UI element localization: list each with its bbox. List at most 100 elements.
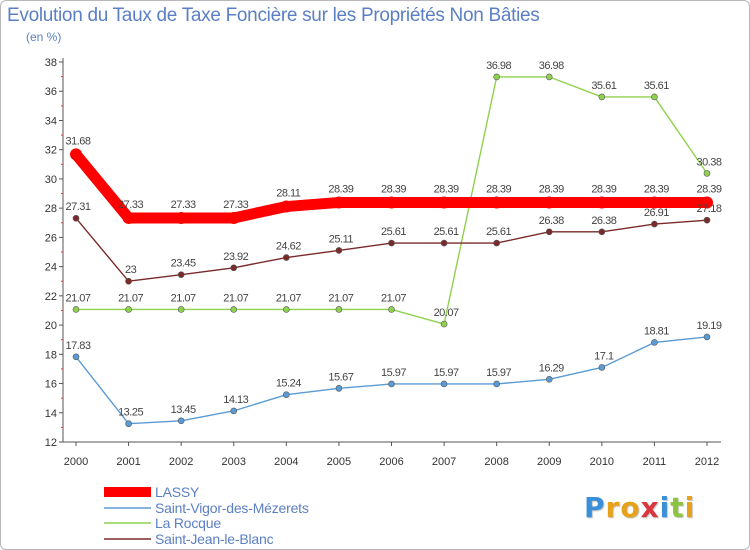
data-point — [227, 211, 240, 224]
data-point — [598, 228, 606, 236]
data-point — [335, 306, 343, 313]
data-label: 19.19 — [696, 320, 721, 332]
data-point — [335, 385, 343, 392]
data-label: 28.39 — [644, 183, 669, 195]
data-point — [440, 239, 448, 247]
y-tick-label: 32 — [45, 145, 57, 157]
y-tick-label: 12 — [45, 437, 57, 449]
data-point — [177, 417, 185, 425]
logo-letter: o — [620, 491, 641, 524]
data-label: 25.61 — [381, 226, 406, 238]
data-point — [72, 306, 80, 313]
data-label: 21.07 — [223, 292, 248, 304]
y-tick-label: 26 — [45, 232, 57, 244]
data-label: 20.07 — [434, 307, 459, 319]
data-label: 31.68 — [65, 135, 90, 147]
x-tick-label: 2011 — [643, 456, 667, 468]
y-tick-label: 16 — [45, 379, 57, 391]
data-point — [703, 216, 711, 224]
data-label: 15.97 — [381, 367, 406, 379]
data-label: 24.62 — [276, 241, 301, 253]
x-tick-label: 2012 — [695, 456, 719, 468]
data-label: 28.39 — [328, 183, 353, 195]
data-point — [703, 333, 711, 341]
data-point — [72, 214, 80, 222]
data-label: 28.39 — [434, 183, 459, 195]
data-label: 14.13 — [223, 394, 248, 406]
legend-label-lassy: LASSY — [155, 484, 200, 500]
data-point — [283, 254, 290, 261]
data-point — [545, 375, 553, 383]
data-point — [440, 380, 448, 388]
data-point — [701, 196, 713, 209]
data-label: 23.92 — [223, 251, 248, 263]
data-point — [335, 247, 343, 254]
y-tick-label: 20 — [45, 320, 57, 332]
data-label: 13.45 — [171, 404, 196, 416]
logo-letter: P — [584, 491, 606, 524]
logo-letter: x — [640, 491, 660, 524]
data-label: 21.07 — [171, 292, 196, 304]
data-point — [651, 220, 658, 228]
data-point — [122, 211, 135, 224]
data-label: 26.38 — [539, 215, 564, 227]
data-point — [703, 170, 711, 177]
y-tick-label: 28 — [45, 203, 57, 215]
data-label: 26.38 — [591, 215, 616, 227]
data-label: 30.38 — [696, 156, 721, 168]
data-point — [230, 306, 238, 313]
x-tick-label: 2007 — [432, 456, 456, 468]
x-tick-label: 2002 — [169, 456, 193, 468]
data-point — [177, 306, 185, 313]
data-point — [177, 271, 185, 278]
logo-letter: t — [670, 491, 685, 524]
data-point — [332, 196, 345, 209]
data-label: 17.83 — [65, 340, 90, 352]
x-tick-label: 2009 — [537, 456, 561, 468]
data-point — [595, 196, 608, 209]
data-point — [598, 364, 606, 371]
data-label: 15.97 — [434, 367, 459, 379]
data-label: 28.39 — [539, 183, 564, 195]
x-tick-label: 2005 — [327, 456, 351, 468]
data-label: 25.61 — [434, 226, 459, 238]
y-tick-label: 24 — [45, 262, 57, 274]
x-tick-label: 2004 — [274, 456, 298, 468]
data-label: 28.39 — [381, 183, 406, 195]
data-label: 27.33 — [223, 199, 248, 211]
data-point — [490, 196, 503, 209]
data-point — [493, 380, 500, 388]
legend-label-la-rocque: La Rocque — [155, 515, 221, 531]
data-point — [438, 196, 451, 209]
x-tick-label: 2010 — [590, 456, 614, 468]
data-point — [388, 306, 395, 313]
data-point — [175, 211, 188, 224]
data-label: 26.91 — [644, 207, 669, 219]
data-label: 27.33 — [118, 199, 143, 211]
data-label: 23 — [125, 264, 137, 276]
data-point — [388, 380, 395, 388]
data-point — [598, 93, 606, 101]
data-point — [280, 200, 293, 213]
chart-title: Evolution du Taux de Taxe Foncière sur l… — [7, 5, 540, 26]
data-label: 28.39 — [486, 183, 511, 195]
data-label: 21.07 — [381, 292, 406, 304]
data-point — [125, 420, 132, 428]
data-label: 36.98 — [539, 60, 564, 72]
data-point — [125, 277, 132, 285]
data-point — [651, 339, 658, 346]
data-point — [230, 407, 238, 415]
data-label: 25.61 — [486, 226, 511, 238]
data-label: 25.11 — [329, 233, 354, 245]
y-tick-label: 22 — [45, 291, 57, 303]
data-label: 21.07 — [118, 292, 143, 304]
y-tick-label: 18 — [45, 349, 57, 361]
data-label: 35.61 — [591, 80, 616, 92]
data-label: 17.1 — [594, 350, 614, 362]
logo-letter: i — [684, 491, 696, 524]
x-tick-label: 2006 — [379, 456, 403, 468]
data-label: 27.31 — [65, 201, 90, 213]
data-label: 28.39 — [591, 183, 616, 195]
data-label: 18.81 — [644, 325, 669, 337]
